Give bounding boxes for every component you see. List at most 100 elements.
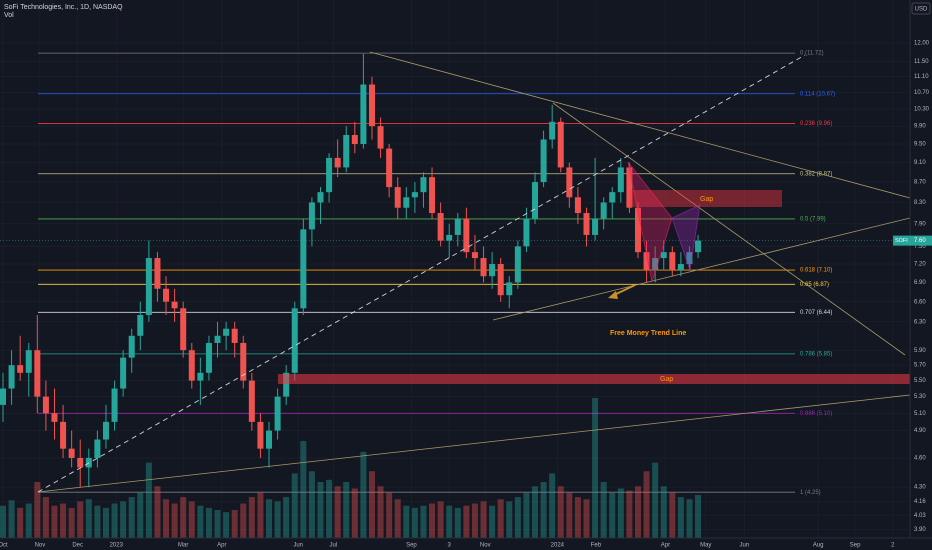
volume-bar	[180, 497, 187, 538]
currency-box[interactable]	[911, 2, 931, 15]
gap-label: Gap	[660, 376, 673, 383]
candle-body	[8, 365, 15, 389]
y-tick-label: 7.90	[914, 221, 926, 227]
x-tick-label: Sep	[850, 543, 861, 549]
volume-bar	[609, 492, 616, 538]
volume-bar	[514, 497, 521, 538]
volume-bar	[437, 501, 444, 538]
x-tick-label: 2	[891, 543, 895, 549]
symbol-label: SOFI	[895, 238, 908, 244]
volume-bar	[163, 499, 170, 538]
y-tick-label: 5.30	[914, 394, 926, 400]
volume-bar	[240, 503, 247, 538]
volume-bar	[197, 505, 204, 538]
volume-bar	[120, 501, 127, 538]
y-tick-label: 8.70	[914, 180, 926, 186]
volume-bar	[308, 471, 315, 538]
candle-body	[300, 229, 307, 309]
candle-body	[437, 213, 444, 241]
candle-body	[540, 139, 547, 183]
candle-body	[652, 258, 659, 271]
volume-bar	[317, 482, 324, 538]
volume-label: Vol	[4, 12, 14, 19]
candle-body	[317, 192, 324, 203]
volume-bar	[360, 451, 367, 538]
x-tick-label: Nov	[35, 543, 46, 549]
harmonic-pattern	[671, 204, 701, 271]
volume-bar	[257, 492, 264, 538]
volume-bar	[343, 482, 350, 538]
x-tick-label: 2023	[110, 543, 124, 549]
y-tick-label: 4.30	[914, 485, 926, 491]
volume-bar	[34, 482, 41, 538]
volume-bar	[300, 441, 307, 538]
x-tick-label: Aug	[813, 543, 824, 549]
candle-body	[205, 342, 212, 373]
volume-bar	[351, 488, 358, 538]
fib-label: 0.114 (10.67)	[800, 91, 835, 97]
candle-body	[626, 167, 633, 208]
x-tick-label: Apr	[661, 543, 670, 549]
last-price-box	[893, 235, 932, 246]
fib-label: 1 (4.25)	[800, 490, 821, 496]
candle-body	[137, 315, 144, 336]
volume-bar	[420, 505, 427, 538]
x-tick-label: Feb	[591, 543, 602, 549]
y-tick-label: 12.00	[914, 40, 930, 46]
volume-bar	[677, 497, 684, 538]
candle-body	[454, 218, 461, 235]
candle-body	[660, 252, 667, 259]
currency[interactable]: USD	[915, 7, 928, 13]
candle-body	[326, 157, 333, 193]
volume-bar	[51, 505, 58, 538]
candle-body	[368, 84, 375, 127]
candle-body	[17, 365, 24, 373]
candle-body	[669, 252, 676, 271]
dashed-trend-line	[37, 54, 806, 493]
volume-bar	[214, 510, 221, 538]
x-tick-label: 2024	[551, 543, 565, 549]
candle-body	[34, 350, 41, 397]
volume-bar	[634, 486, 641, 538]
candle-body	[463, 218, 470, 253]
volume-bar	[549, 473, 556, 538]
volume-bar	[291, 473, 298, 538]
volume-bar	[617, 488, 624, 538]
y-tick-label: 10.70	[914, 90, 930, 96]
volume-bar	[394, 499, 401, 538]
volume-bar	[540, 482, 547, 538]
volume-bar	[489, 505, 496, 538]
volume-pane	[0, 398, 702, 538]
chart-title: SoFi Technologies, Inc., 1D, NASDAQ	[4, 4, 123, 11]
trend-line-label: Free Money Trend Line	[610, 330, 686, 337]
x-tick-label: Nov	[480, 543, 491, 549]
arrow-head	[608, 291, 618, 299]
candle-body	[163, 288, 170, 302]
x-tick-label: Mar	[178, 543, 188, 549]
candle-body	[188, 350, 195, 381]
volume-bar	[386, 492, 393, 538]
volume-bar	[403, 505, 410, 538]
candle-body	[42, 396, 49, 414]
y-tick-label: 5.90	[914, 348, 926, 354]
volume-bar	[523, 492, 530, 538]
volume-bar	[223, 512, 230, 538]
candle-body	[25, 350, 32, 373]
candle-body	[154, 258, 161, 289]
volume-bar	[669, 492, 676, 538]
candle-body	[145, 258, 152, 316]
candle-body	[506, 282, 513, 296]
volume-bar	[566, 492, 573, 538]
candle-body	[257, 421, 264, 449]
candle-body	[695, 240, 702, 253]
volume-bar	[334, 486, 341, 538]
candle-body	[592, 218, 599, 235]
volume-bar	[102, 507, 109, 538]
volume-bar	[171, 503, 178, 538]
drawings	[37, 51, 911, 493]
x-tick-label: 3	[448, 543, 452, 549]
trend-line	[37, 394, 911, 493]
fib-label: 0.786 (5.85)	[800, 351, 832, 357]
x-tick-label: May	[700, 543, 711, 549]
candle-body	[411, 192, 418, 198]
